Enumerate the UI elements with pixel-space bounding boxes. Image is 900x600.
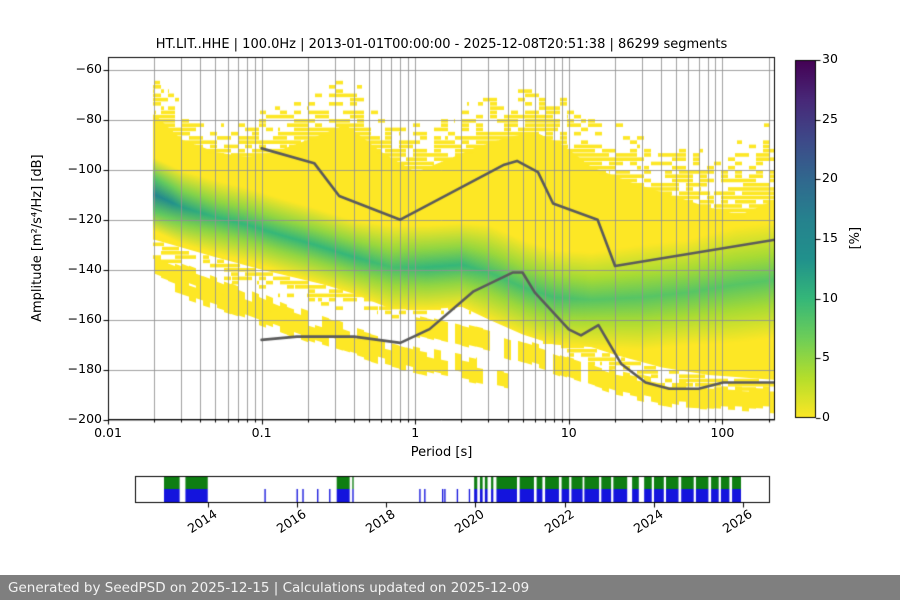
y-tick-label: −200 — [67, 411, 102, 426]
colorbar-tick-label: 5 — [822, 349, 830, 365]
x-tick-label: 100 — [710, 425, 735, 440]
y-tick-label: −120 — [67, 210, 102, 226]
y-tick-label: −180 — [67, 360, 102, 376]
footer-text: Generated by SeedPSD on 2025-12-15 | Cal… — [8, 579, 530, 596]
y-tick-label: −100 — [67, 160, 102, 176]
colorbar-tick-label: 15 — [822, 230, 838, 245]
y-tick-label: −80 — [75, 110, 102, 126]
plot-title: HT.LIT..HHE | 100.0Hz | 2013-01-01T00:00… — [155, 37, 728, 52]
y-tick-label: −160 — [67, 310, 102, 326]
colorbar-tick-label: 30 — [822, 51, 838, 66]
ppsd-plot-canvas — [0, 0, 900, 575]
x-axis-label: Period [s] — [410, 445, 473, 460]
y-tick-label: −140 — [67, 260, 102, 276]
x-tick-label: 0.01 — [94, 425, 122, 440]
footer-bar: Generated by SeedPSD on 2025-12-15 | Cal… — [0, 575, 900, 600]
x-tick-label: 1 — [411, 425, 420, 440]
colorbar-tick-label: 10 — [822, 289, 838, 305]
x-tick-label: 10 — [560, 425, 577, 440]
x-tick-label: 0.1 — [251, 425, 272, 440]
colorbar-tick-label: 25 — [822, 110, 838, 126]
y-tick-label: −60 — [75, 60, 102, 76]
colorbar-tick-label: 20 — [822, 170, 838, 186]
colorbar-tick-label: 0 — [822, 409, 830, 424]
